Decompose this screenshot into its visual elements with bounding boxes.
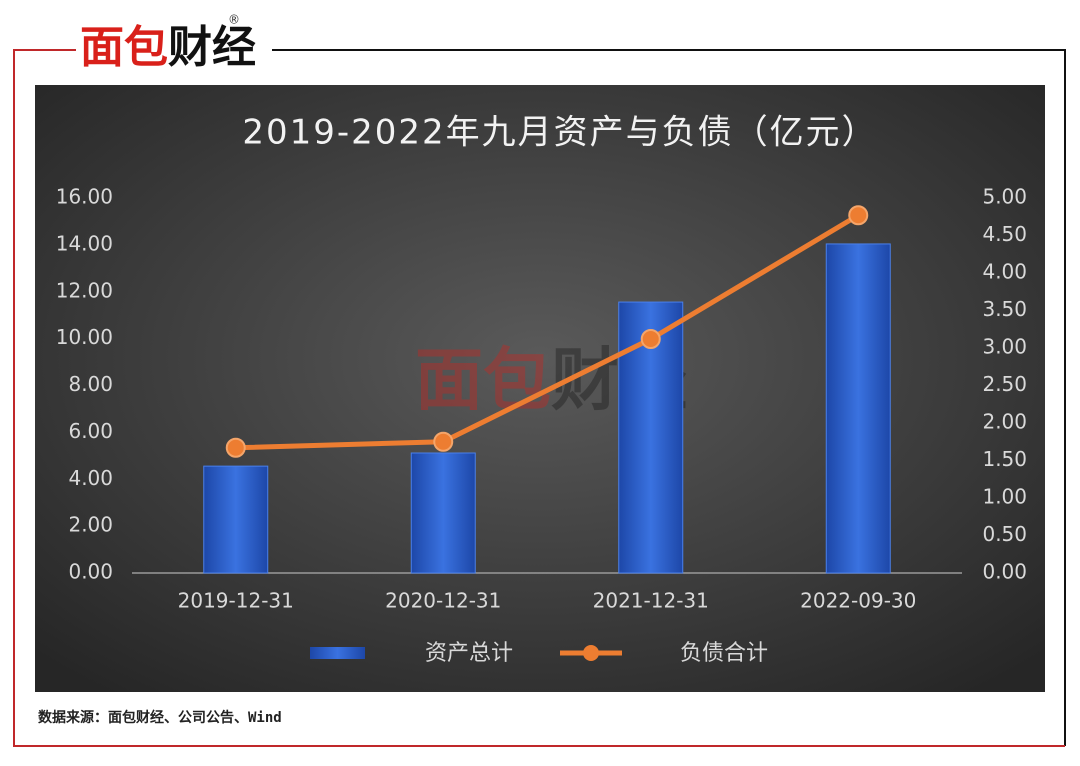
y-tick-label: 12.00	[56, 278, 113, 302]
y-tick-label: 16.00	[56, 185, 113, 209]
legend-label: 负债合计	[680, 641, 768, 666]
y-tick-label: 2.00	[68, 513, 113, 537]
line	[235, 213, 860, 451]
chart-title: 2019-2022年九月资产与负债（亿元）	[242, 113, 877, 153]
y2-tick-label: 2.50	[982, 372, 1027, 396]
y-tick-label: 0.00	[68, 560, 113, 584]
y2-tick-label: 5.00	[982, 185, 1027, 209]
x-tick-label: 2020-12-31	[385, 589, 501, 613]
y2-tick-label: 2.00	[982, 410, 1027, 434]
y2-tick-label: 0.00	[982, 560, 1027, 584]
bar	[203, 465, 269, 574]
y2-tick-label: 4.50	[982, 222, 1027, 246]
y2-tick-label: 1.50	[982, 447, 1027, 471]
y-tick-label: 6.00	[68, 419, 113, 443]
line-marker	[433, 431, 454, 452]
y-tick-label: 4.00	[68, 466, 113, 490]
bar	[825, 243, 891, 574]
bar	[410, 452, 476, 574]
line-marker	[640, 329, 661, 349]
y-tick-label: 8.00	[68, 372, 113, 396]
y2-tick-label: 1.00	[982, 485, 1027, 509]
y2-tick-label: 3.00	[982, 335, 1027, 359]
brand-mark: ®	[228, 13, 240, 27]
y2-tick-label: 3.50	[982, 297, 1027, 321]
legend-swatch	[583, 645, 599, 661]
legend-swatch	[310, 647, 365, 659]
y-tick-label: 10.00	[56, 325, 113, 349]
line-marker	[225, 437, 246, 458]
line-marker	[848, 205, 869, 226]
y2-tick-label: 0.50	[982, 522, 1027, 546]
x-tick-label: 2019-12-31	[178, 589, 294, 613]
x-tick-label: 2022-09-30	[800, 589, 916, 613]
legend-label: 资产总计	[425, 641, 513, 666]
y-tick-label: 14.00	[56, 231, 113, 255]
frame	[13, 49, 1066, 747]
source-note: 数据来源：面包财经、公司公告、Wind	[38, 709, 282, 726]
y2-tick-label: 4.00	[982, 260, 1027, 284]
x-tick-label: 2021-12-31	[593, 589, 709, 613]
brand-logo: 面包财经	[80, 22, 256, 73]
